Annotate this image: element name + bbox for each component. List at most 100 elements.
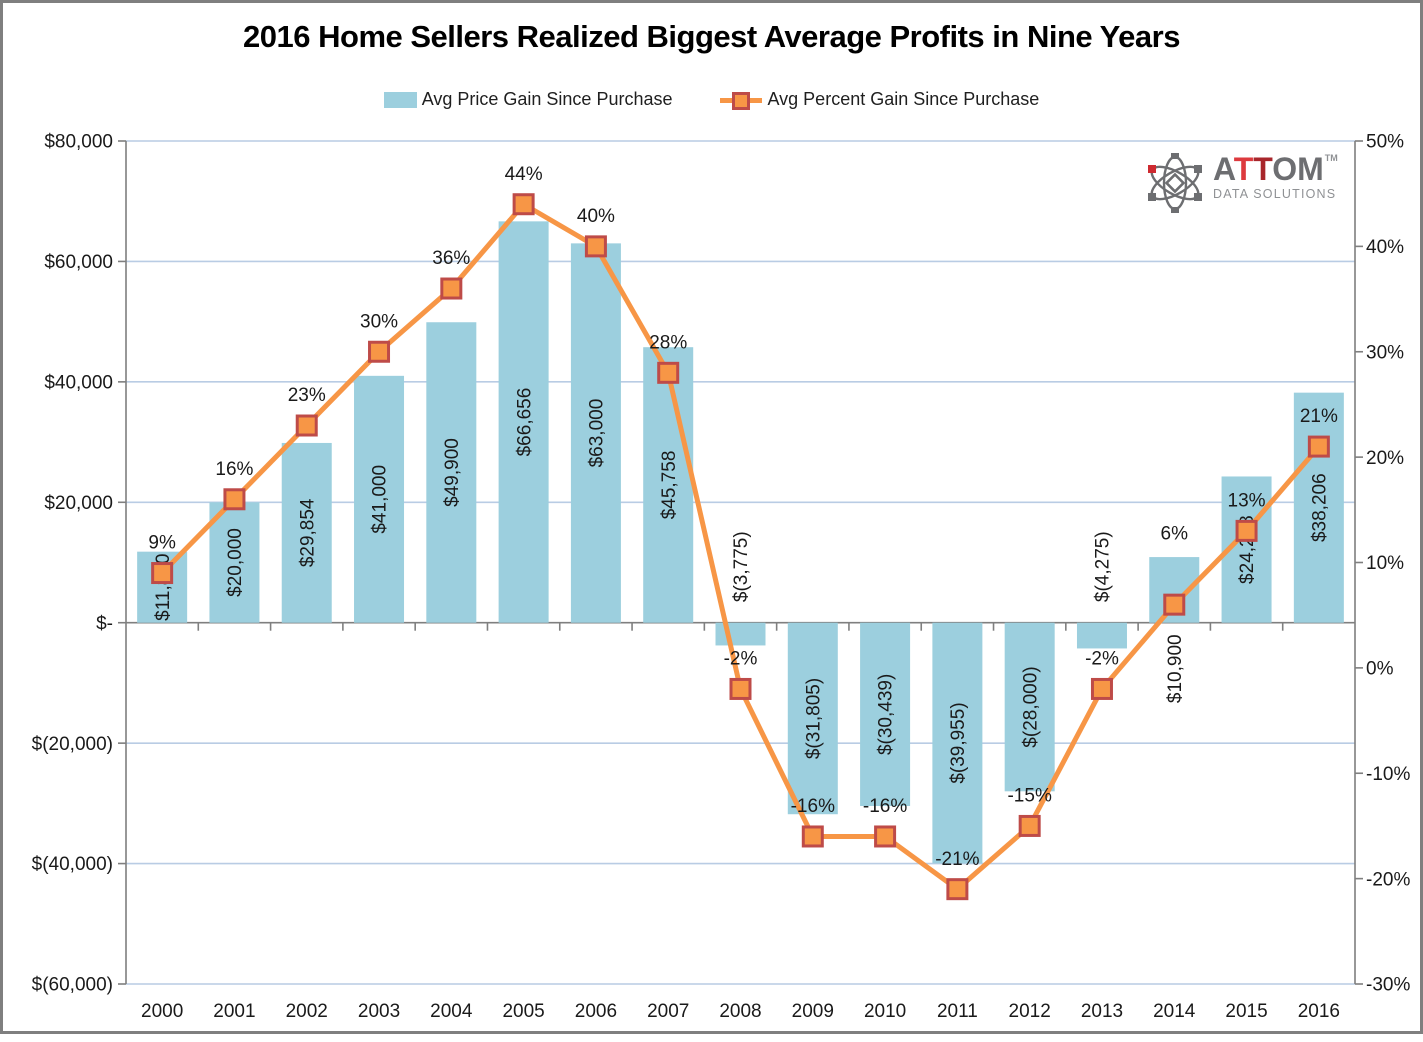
bar [209,502,260,623]
percent-marker [368,340,391,363]
x-axis-label: 2005 [502,1001,544,1022]
right-axis-label: 20% [1366,448,1404,469]
right-axis-label: 0% [1366,659,1394,680]
percent-marker [1307,435,1330,458]
bar-value-label: $29,854 [297,498,318,567]
percent-marker [1090,677,1113,700]
right-axis-label: 40% [1366,237,1404,258]
bar [281,442,332,623]
percent-marker [223,488,246,511]
percent-value-label: -15% [1007,786,1051,807]
bar [643,347,694,623]
right-axis-label: 30% [1366,342,1404,363]
x-axis-label: 2014 [1153,1001,1196,1022]
percent-value-label: -21% [935,849,979,870]
bar-value-label: $(30,439) [876,674,897,755]
percent-marker [801,825,824,848]
percent-marker [874,825,897,848]
percent-value-label: 6% [1161,523,1189,544]
bar-series-swatch-icon [383,91,417,108]
left-axis-label: $20,000 [44,493,113,514]
x-axis-label: 2013 [1081,1001,1123,1022]
bar-value-label: $66,656 [514,388,535,457]
attom-brand-letter: T [1253,151,1273,187]
x-axis-label: 2001 [213,1001,255,1022]
left-axis-label: $(40,000) [32,854,113,875]
percent-marker [657,361,680,384]
right-axis-label: -10% [1366,764,1410,785]
attom-logo: ATTOM TM DATA SOLUTIONS [1146,153,1338,213]
percent-marker [946,878,969,901]
attom-brand-letters: ATTOM [1213,153,1324,185]
atom-node [1194,193,1202,201]
plot-area: $80,000 $60,000 $40,000 $20,000 $- $(20,000) $… [3,3,1423,1037]
right-axis-label: -20% [1366,869,1410,890]
x-axis-label: 2007 [647,1001,689,1022]
bar [932,622,983,864]
percent-value-label: -2% [1085,649,1119,670]
bar-value-label: $10,900 [1165,634,1186,703]
percent-marker [584,235,607,258]
attom-brand-letter: T [1233,151,1254,187]
percent-value-label: -16% [791,796,835,817]
left-axis-label: $(20,000) [32,734,113,755]
x-axis-label: 2009 [792,1001,834,1022]
bar [787,622,838,815]
bar-value-label: $49,900 [442,438,463,507]
percent-value-label: 40% [577,206,615,227]
attom-tagline: DATA SOLUTIONS [1213,187,1337,201]
percent-value-label: -2% [724,649,758,670]
legend-label-percent-gain: Avg Percent Gain Since Purchase [767,89,1040,109]
trademark-symbol: TM [1324,153,1338,163]
atom-nucleus [1164,172,1186,194]
x-axis-label: 2015 [1225,1001,1267,1022]
atom-node [1171,153,1179,159]
bar [426,322,477,623]
chart-title: 2016 Home Sellers Realized Biggest Avera… [243,19,1180,54]
bar-value-label: $41,000 [370,465,391,534]
bar-value-label: $(28,000) [1020,666,1041,747]
atom-node [1194,165,1202,173]
left-axis-label: $- [96,613,113,634]
percent-marker [151,562,174,585]
percent-value-label: 36% [432,248,470,269]
x-axis-label: 2000 [141,1001,183,1022]
legend: Avg Price Gain Since Purchase Avg Percen… [3,89,1420,110]
percent-value-label: -16% [863,796,907,817]
attom-brand-letter: A [1213,151,1234,187]
percent-value-label: 28% [649,332,687,353]
x-axis-label: 2004 [430,1001,473,1022]
legend-label-price-gain: Avg Price Gain Since Purchase [421,89,673,109]
bar [860,622,911,807]
bar [1293,392,1344,623]
percent-value-label: 23% [288,385,326,406]
bar-value-label: $45,758 [659,451,680,520]
percent-value-label: 9% [148,533,176,554]
line-swatch-marker-icon [732,91,751,110]
bar-value-label: $(4,275) [1093,531,1114,602]
x-axis-label: 2016 [1298,1001,1340,1022]
bar-value-label: $63,000 [587,399,608,468]
bar [354,375,405,623]
right-axis-label: -30% [1366,975,1410,996]
percent-value-label: 16% [215,459,253,480]
atom-node [1171,207,1179,213]
bar [1076,622,1127,649]
legend-item-percent-gain: Avg Percent Gain Since Purchase [720,89,1039,110]
x-axis-label: 2012 [1009,1001,1051,1022]
percent-marker [1018,814,1041,837]
chart-canvas: $80,000 $60,000 $40,000 $20,000 $- $(20,000) $… [32,132,1411,1022]
legend-item-price-gain: Avg Price Gain Since Purchase [383,89,673,110]
bar-value-label: $(31,805) [803,678,824,759]
bar-value-label: $20,000 [225,528,246,597]
percent-marker [1163,593,1186,616]
percent-marker [295,414,318,437]
bar-value-label: $(3,775) [731,531,752,602]
percent-marker [1235,519,1258,542]
percent-value-label: 21% [1300,406,1338,427]
left-axis-label: $40,000 [44,373,113,394]
left-axis-label: $60,000 [44,252,113,273]
attom-brand: ATTOM TM [1213,153,1338,185]
line-series-swatch-icon [720,91,763,110]
